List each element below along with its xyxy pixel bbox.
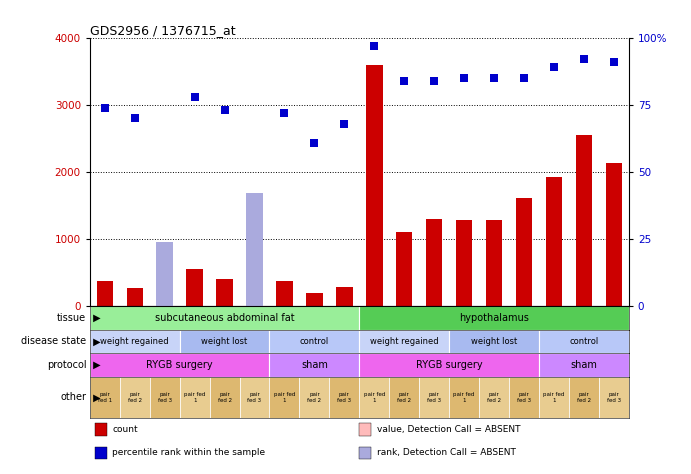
Text: disease state: disease state	[21, 337, 86, 346]
Bar	[599, 376, 629, 419]
Text: pair
fed 2: pair fed 2	[577, 392, 591, 403]
Bar	[359, 353, 539, 376]
Text: pair
fed 3: pair fed 3	[337, 392, 352, 403]
Text: ▶: ▶	[90, 360, 100, 370]
Text: tissue: tissue	[57, 313, 86, 323]
Text: count: count	[113, 426, 138, 435]
Bar	[299, 376, 330, 419]
Text: control: control	[569, 337, 598, 346]
Text: hypothalamus: hypothalamus	[459, 313, 529, 323]
Text: percentile rank within the sample: percentile rank within the sample	[113, 448, 265, 457]
Bar	[246, 193, 263, 306]
Bar	[539, 329, 629, 353]
Bar	[419, 376, 449, 419]
Bar	[276, 281, 293, 306]
Bar	[605, 163, 622, 306]
Bar	[90, 376, 120, 419]
Bar	[95, 447, 107, 459]
Text: RYGB surgery: RYGB surgery	[146, 360, 213, 370]
Text: ▶: ▶	[90, 337, 100, 346]
Text: sham: sham	[301, 360, 328, 370]
Bar	[246, 301, 263, 306]
Text: rank, Detection Call = ABSENT: rank, Detection Call = ABSENT	[377, 448, 515, 457]
Bar	[156, 242, 173, 306]
Bar	[216, 279, 233, 306]
Bar	[306, 293, 323, 306]
Text: pair
fed 3: pair fed 3	[517, 392, 531, 403]
Text: pair
fed 3: pair fed 3	[427, 392, 442, 403]
Bar	[359, 423, 371, 437]
Text: pair
fed 3: pair fed 3	[158, 392, 172, 403]
Bar	[330, 376, 359, 419]
Text: sham: sham	[571, 360, 597, 370]
Text: pair
fed 2: pair fed 2	[487, 392, 501, 403]
Bar	[426, 219, 442, 306]
Text: weight regained: weight regained	[100, 337, 169, 346]
Bar	[389, 376, 419, 419]
Text: pair fed
1: pair fed 1	[274, 392, 295, 403]
Bar	[569, 376, 599, 419]
Bar	[479, 376, 509, 419]
Text: pair
fed 2: pair fed 2	[307, 392, 321, 403]
Bar	[359, 447, 371, 459]
Text: ▶: ▶	[90, 392, 100, 402]
Bar	[90, 306, 359, 329]
Bar	[97, 281, 113, 306]
Bar	[209, 376, 240, 419]
Text: ▶: ▶	[90, 313, 100, 323]
Bar	[269, 376, 299, 419]
Bar	[359, 306, 629, 329]
Bar	[449, 376, 479, 419]
Bar	[246, 301, 263, 306]
Bar	[150, 376, 180, 419]
Bar	[90, 329, 180, 353]
Text: pair fed
1: pair fed 1	[543, 392, 565, 403]
Text: pair
fed 3: pair fed 3	[247, 392, 262, 403]
Bar	[539, 376, 569, 419]
Bar	[359, 376, 389, 419]
Bar	[515, 198, 532, 306]
Bar	[539, 353, 629, 376]
Text: weight lost: weight lost	[202, 337, 247, 346]
Bar	[95, 423, 107, 437]
Bar	[396, 232, 413, 306]
Bar	[120, 376, 150, 419]
Bar	[576, 135, 592, 306]
Bar	[336, 287, 352, 306]
Bar	[90, 353, 269, 376]
Bar	[359, 329, 449, 353]
Bar	[456, 219, 473, 306]
Bar	[546, 177, 562, 306]
Text: pair
fed 2: pair fed 2	[128, 392, 142, 403]
Bar	[187, 269, 203, 306]
Text: control: control	[300, 337, 329, 346]
Text: pair fed
1: pair fed 1	[363, 392, 385, 403]
Text: protocol: protocol	[47, 360, 86, 370]
Text: weight regained: weight regained	[370, 337, 439, 346]
Text: GDS2956 / 1376715_at: GDS2956 / 1376715_at	[90, 24, 236, 37]
Bar	[486, 220, 502, 306]
Text: pair fed
1: pair fed 1	[453, 392, 475, 403]
Bar	[180, 376, 209, 419]
Text: pair
fed 2: pair fed 2	[218, 392, 231, 403]
Text: subcutaneous abdominal fat: subcutaneous abdominal fat	[155, 313, 294, 323]
Bar	[366, 65, 383, 306]
Bar	[449, 329, 539, 353]
Text: value, Detection Call = ABSENT: value, Detection Call = ABSENT	[377, 426, 520, 435]
Bar	[156, 302, 173, 306]
Text: pair
fed 3: pair fed 3	[607, 392, 621, 403]
Bar	[240, 376, 269, 419]
Text: pair
fed 2: pair fed 2	[397, 392, 411, 403]
Text: other: other	[60, 392, 86, 402]
Bar	[126, 288, 143, 306]
Bar	[509, 376, 539, 419]
Bar	[180, 329, 269, 353]
Text: RYGB surgery: RYGB surgery	[416, 360, 482, 370]
Text: weight lost: weight lost	[471, 337, 517, 346]
Text: pair fed
1: pair fed 1	[184, 392, 205, 403]
Text: pair
fed 1: pair fed 1	[97, 392, 112, 403]
Bar	[269, 329, 359, 353]
Bar	[269, 353, 359, 376]
